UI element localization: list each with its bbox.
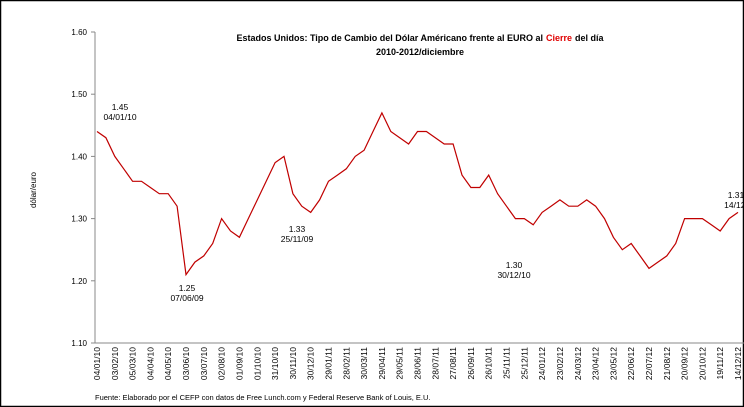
x-tick-label: 26/10/11 — [484, 347, 494, 380]
y-tick-label: 1.20 — [71, 277, 87, 286]
x-tick-label: 28/02/11 — [341, 347, 351, 380]
x-tick-label: 29/04/11 — [377, 347, 387, 380]
x-tick-label: 04/01/10 — [92, 347, 102, 380]
data-line — [96, 111, 739, 277]
x-tick-label: 03/02/10 — [110, 347, 120, 380]
y-tick-label: 1.50 — [71, 90, 87, 99]
annotation-date: 14/12/ — [724, 200, 744, 210]
x-tick-label: 27/08/11 — [448, 347, 458, 380]
title-part: Estados Unidos: Tipo de Cambio del Dólar… — [236, 33, 543, 43]
x-tick-label: 19/11/12 — [715, 347, 725, 380]
annotation-date: 25/11/09 — [281, 234, 314, 244]
x-tick-label: 23/04/12 — [591, 347, 601, 380]
x-tick-label: 28/06/11 — [413, 347, 423, 380]
x-tick-label: 23/02/12 — [555, 347, 565, 380]
annotation-date: 04/01/10 — [103, 112, 136, 122]
x-tick-label: 26/09/11 — [466, 347, 476, 380]
x-tick-label: 24/03/12 — [573, 347, 583, 380]
x-tick-label: 23/05/12 — [608, 347, 618, 380]
annotation-value: 1.30 — [506, 260, 523, 270]
x-tick-label: 25/12/11 — [519, 347, 529, 380]
chart-subtitle: 2010-2012/diciembre — [376, 47, 464, 57]
y-tick-label: 1.10 — [71, 339, 87, 348]
x-tick-label: 20/09/12 — [680, 347, 690, 380]
x-tick-label: 31/10/10 — [270, 347, 280, 380]
annotation-date: 30/12/10 — [497, 270, 530, 280]
title-part: del día — [575, 33, 605, 43]
x-tick-label: 30/11/10 — [288, 347, 298, 380]
x-tick-label: 30/03/11 — [359, 347, 369, 380]
y-tick-label: 1.60 — [71, 28, 87, 37]
x-tick-label: 29/05/11 — [395, 347, 405, 380]
x-tick-label: 02/08/10 — [217, 347, 227, 380]
title-highlight: Cierre — [546, 33, 572, 43]
annotation-value: 1.45 — [112, 102, 129, 112]
annotation-value: 1.25 — [179, 283, 196, 293]
x-tick-label: 03/07/10 — [199, 347, 209, 380]
annotation-value: 1.31 — [728, 190, 744, 200]
x-tick-label: 21/08/12 — [662, 347, 672, 380]
y-tick-label: 1.40 — [71, 152, 87, 161]
chart-title: Estados Unidos: Tipo de Cambio del Dólar… — [236, 33, 604, 43]
y-tick-label: 1.30 — [71, 215, 87, 224]
x-tick-label: 01/09/10 — [234, 347, 244, 380]
annotation-date: 07/06/09 — [170, 293, 203, 303]
source-note: Fuente: Elaborado por el CEFP con datos … — [95, 393, 430, 402]
x-tick-label: 20/10/12 — [697, 347, 707, 380]
x-tick-label: 22/06/12 — [626, 347, 636, 380]
x-tick-label: 14/12/12 — [733, 347, 743, 380]
x-tick-label: 29/01/11 — [323, 347, 333, 380]
x-tick-label: 30/12/10 — [306, 347, 316, 380]
x-tick-label: 28/07/11 — [430, 347, 440, 380]
x-tick-label: 05/03/10 — [128, 347, 138, 380]
x-tick-label: 04/05/10 — [163, 347, 173, 380]
x-tick-label: 04/04/10 — [145, 347, 155, 380]
y-axis-label: dólar/euro — [29, 171, 38, 208]
x-tick-label: 03/06/10 — [181, 347, 191, 380]
x-tick-label: 22/07/12 — [644, 347, 654, 380]
annotation-value: 1.33 — [289, 224, 306, 234]
x-tick-label: 25/11/11 — [502, 347, 512, 379]
x-tick-label: 01/10/10 — [252, 347, 262, 380]
x-tick-label: 24/01/12 — [537, 347, 547, 380]
